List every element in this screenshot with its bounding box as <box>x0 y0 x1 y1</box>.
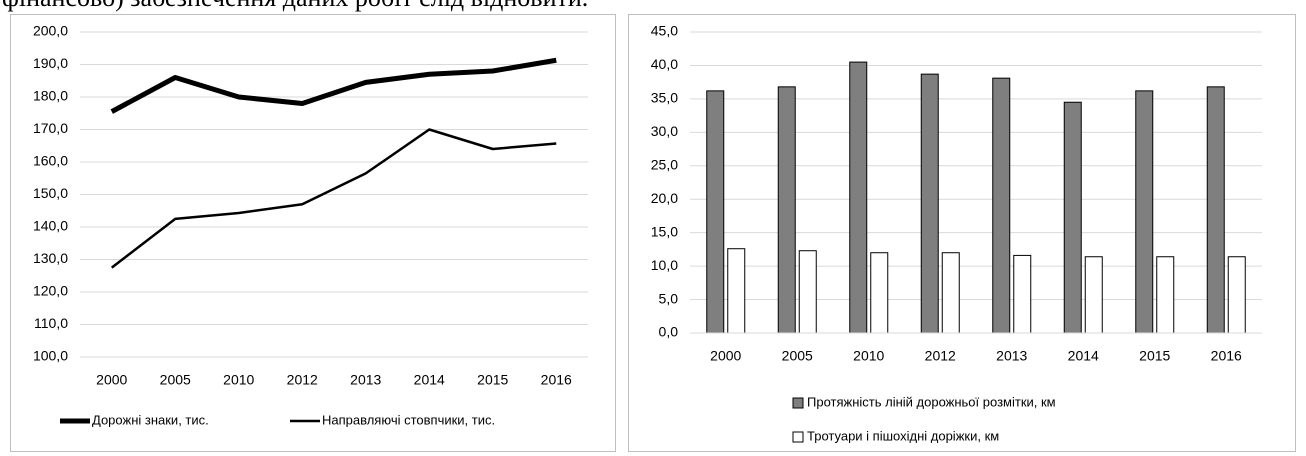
bar <box>1156 256 1175 334</box>
x-tick-label: 2014 <box>414 372 445 388</box>
y-tick-label: 140,0 <box>33 218 68 234</box>
x-tick-label: 2005 <box>160 372 191 388</box>
y-tick-label: 100,0 <box>33 348 68 364</box>
y-tick-label: 180,0 <box>33 88 68 104</box>
bar <box>727 248 746 334</box>
x-tick-label: 2010 <box>223 372 254 388</box>
y-tick-label: 190,0 <box>33 55 68 71</box>
y-tick-label: 45,0 <box>651 23 678 39</box>
legend-label: Направляючі стовпчики, тис. <box>322 412 495 427</box>
header-text: фінансово) забезпечення даних робіт слід… <box>2 0 588 12</box>
x-tick-label: 2014 <box>1068 348 1099 364</box>
bar <box>849 61 868 334</box>
y-tick-label: 5,0 <box>659 290 679 306</box>
y-tick-label: 10,0 <box>651 257 678 273</box>
bar <box>798 250 817 334</box>
x-tick-label: 2013 <box>996 348 1027 364</box>
bar <box>992 77 1011 334</box>
y-tick-label: 40,0 <box>651 56 678 72</box>
bar <box>1135 90 1154 334</box>
bar <box>1227 256 1246 334</box>
bar <box>920 73 939 334</box>
bar <box>941 252 960 334</box>
y-tick-label: 200,0 <box>33 23 68 39</box>
x-tick-label: 2010 <box>853 348 884 364</box>
legend-swatch <box>792 397 804 409</box>
bar <box>777 86 796 334</box>
x-tick-label: 2016 <box>1211 348 1242 364</box>
y-tick-label: 25,0 <box>651 156 678 172</box>
x-tick-label: 2015 <box>1139 348 1170 364</box>
y-tick-label: 120,0 <box>33 283 68 299</box>
x-tick-label: 2013 <box>350 372 381 388</box>
legend-swatch <box>792 431 804 443</box>
x-tick-label: 2012 <box>287 372 318 388</box>
y-tick-label: 130,0 <box>33 250 68 266</box>
legend-label: Дорожні знаки, тис. <box>92 412 209 427</box>
x-tick-label: 2016 <box>541 372 572 388</box>
bar <box>1063 101 1082 334</box>
line-series <box>110 128 557 269</box>
chart-frame <box>10 14 616 452</box>
y-tick-label: 170,0 <box>33 120 68 136</box>
line-series <box>110 57 557 114</box>
x-tick-label: 2015 <box>477 372 508 388</box>
y-tick-label: 35,0 <box>651 90 678 106</box>
x-tick-label: 2012 <box>925 348 956 364</box>
x-tick-label: 2005 <box>782 348 813 364</box>
x-tick-label: 2000 <box>710 348 741 364</box>
y-tick-label: 160,0 <box>33 153 68 169</box>
legend-label: Протяжність ліній дорожньої розмітки, км <box>807 394 1056 409</box>
y-tick-label: 30,0 <box>651 123 678 139</box>
legend-label: Тротуари і пішохідні доріжки, км <box>807 428 999 443</box>
y-tick-label: 110,0 <box>34 315 68 331</box>
bar <box>1084 256 1103 334</box>
bar <box>706 90 725 334</box>
x-tick-label: 2000 <box>96 372 127 388</box>
y-tick-label: 15,0 <box>651 223 678 239</box>
y-tick-label: 150,0 <box>33 185 68 201</box>
bar <box>870 252 889 334</box>
bar <box>1206 86 1225 334</box>
bar <box>1013 254 1032 334</box>
y-tick-label: 0,0 <box>659 324 679 340</box>
y-tick-label: 20,0 <box>651 190 678 206</box>
